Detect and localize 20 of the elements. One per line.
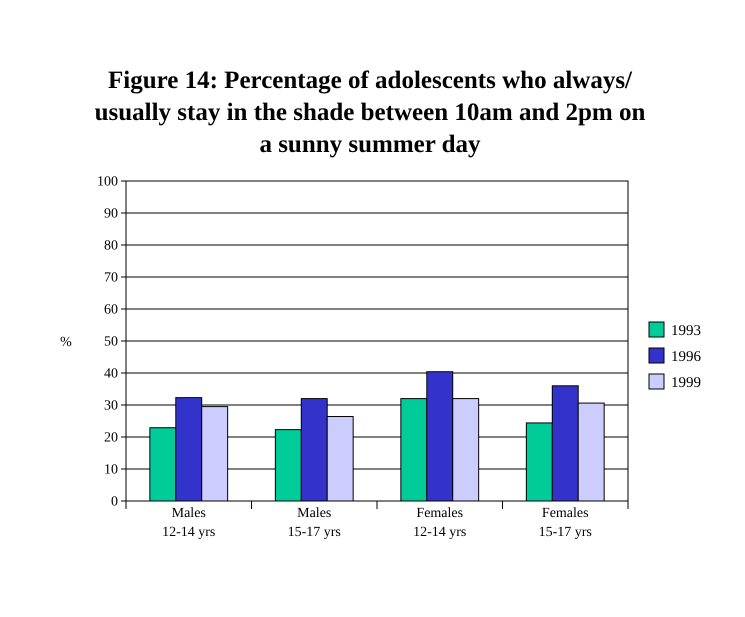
- x-tick-label: Females 12-14 yrs: [413, 506, 466, 540]
- y-tick-label: 90: [104, 206, 118, 222]
- x-tick-label: Males 15-17 yrs: [288, 506, 341, 540]
- y-tick-label: 30: [104, 398, 118, 414]
- legend-label: 1996: [671, 349, 702, 365]
- y-tick-label: 60: [104, 302, 118, 318]
- y-tick-label: 70: [104, 270, 118, 286]
- y-tick-label: 0: [111, 494, 118, 510]
- y-tick-label: 10: [104, 462, 118, 478]
- y-tick-label: 40: [104, 366, 118, 382]
- legend-label: 1993: [671, 323, 701, 339]
- y-tick-label: 20: [104, 430, 118, 446]
- y-tick-label: 50: [104, 334, 118, 350]
- y-tick-label: 80: [104, 238, 118, 254]
- chart-title: Figure 14: Percentage of adolescents who always/ usually stay in the shade between 10am and 2pm on a sunny summer day: [94, 67, 646, 158]
- x-tick-label: Females 15-17 yrs: [538, 506, 592, 540]
- y-axis-title: %: [60, 335, 72, 350]
- y-tick-label: 100: [97, 174, 118, 190]
- x-tick-label: Males 12-14 yrs: [162, 506, 216, 540]
- legend-label: 1999: [671, 375, 701, 391]
